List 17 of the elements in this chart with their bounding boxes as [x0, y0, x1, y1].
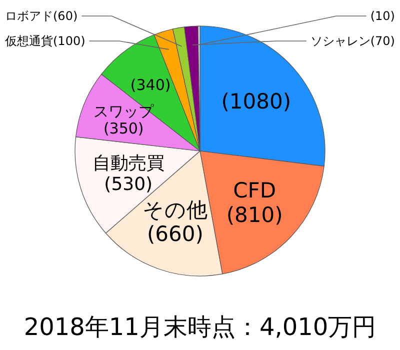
- data-label: (60): [53, 9, 78, 23]
- data-label: (1080): [221, 90, 292, 114]
- slice-label: ロボアド: [5, 9, 53, 23]
- data-label: (100): [53, 34, 86, 48]
- data-label: (810): [226, 202, 283, 227]
- text: 2018年11月末時点：4,010万円: [24, 313, 376, 341]
- slice-label: 自動売買: [92, 153, 164, 174]
- slice-label: その他: [142, 198, 208, 222]
- data-label: (530): [104, 174, 153, 195]
- slice-label: ソシャレン: [310, 34, 370, 48]
- data-label: (70): [370, 34, 395, 48]
- slice-label: CFD: [233, 178, 276, 203]
- data-label: (340): [130, 76, 171, 94]
- data-label: (350): [103, 120, 144, 138]
- slice-label: 仮想通貨: [4, 34, 53, 48]
- data-label: (10): [370, 9, 395, 23]
- data-label: (660): [146, 222, 204, 246]
